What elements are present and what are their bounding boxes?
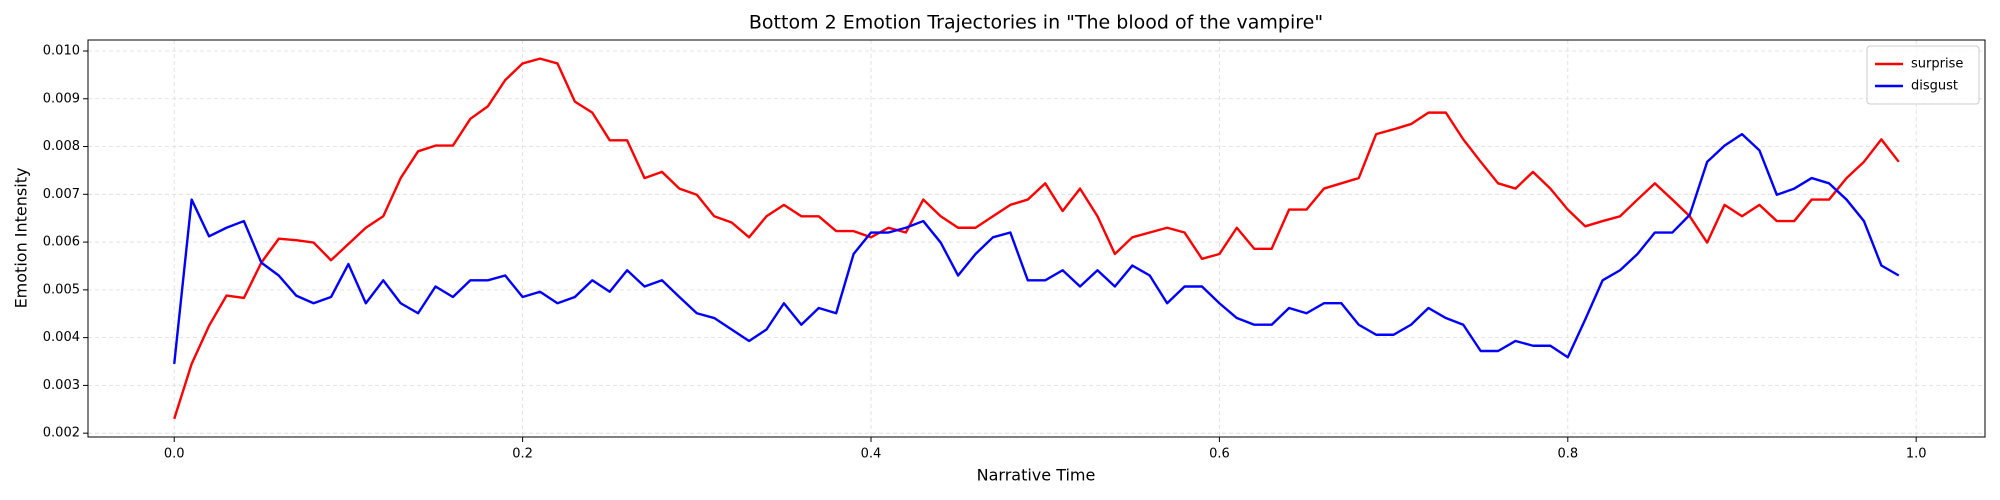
- x-tick-label: 0.0: [164, 447, 185, 462]
- y-tick-label: 0.009: [43, 91, 80, 106]
- x-tick-label: 0.4: [861, 447, 882, 462]
- x-tick-label: 0.8: [1557, 447, 1578, 462]
- chart-title: Bottom 2 Emotion Trajectories in "The bl…: [749, 12, 1323, 34]
- legend-box: [1866, 45, 1980, 105]
- y-tick-label: 0.010: [43, 43, 80, 58]
- y-tick-label: 0.008: [43, 139, 80, 154]
- plot-frame: [87, 39, 1986, 438]
- line-series: [173, 57, 1900, 420]
- y-tick-label: 0.003: [43, 378, 80, 393]
- y-tick-label: 0.004: [43, 330, 80, 345]
- y-tick-label: 0.005: [43, 282, 80, 297]
- x-axis-label: Narrative Time: [977, 466, 1096, 485]
- legend: surprise disgust: [1866, 45, 1980, 105]
- x-tick-label: 1.0: [1906, 447, 1927, 462]
- legend-label: disgust: [1911, 79, 1958, 94]
- line-series: [173, 132, 1900, 365]
- x-tick-label: 0.2: [512, 447, 533, 462]
- y-tick-label: 0.007: [43, 187, 80, 202]
- y-tick-label: 0.006: [43, 235, 80, 250]
- x-tick-label: 0.6: [1209, 447, 1230, 462]
- y-axis-label: Emotion Intensity: [12, 168, 31, 309]
- y-tick-label: 0.002: [43, 426, 80, 441]
- legend-label: surprise: [1911, 57, 1963, 72]
